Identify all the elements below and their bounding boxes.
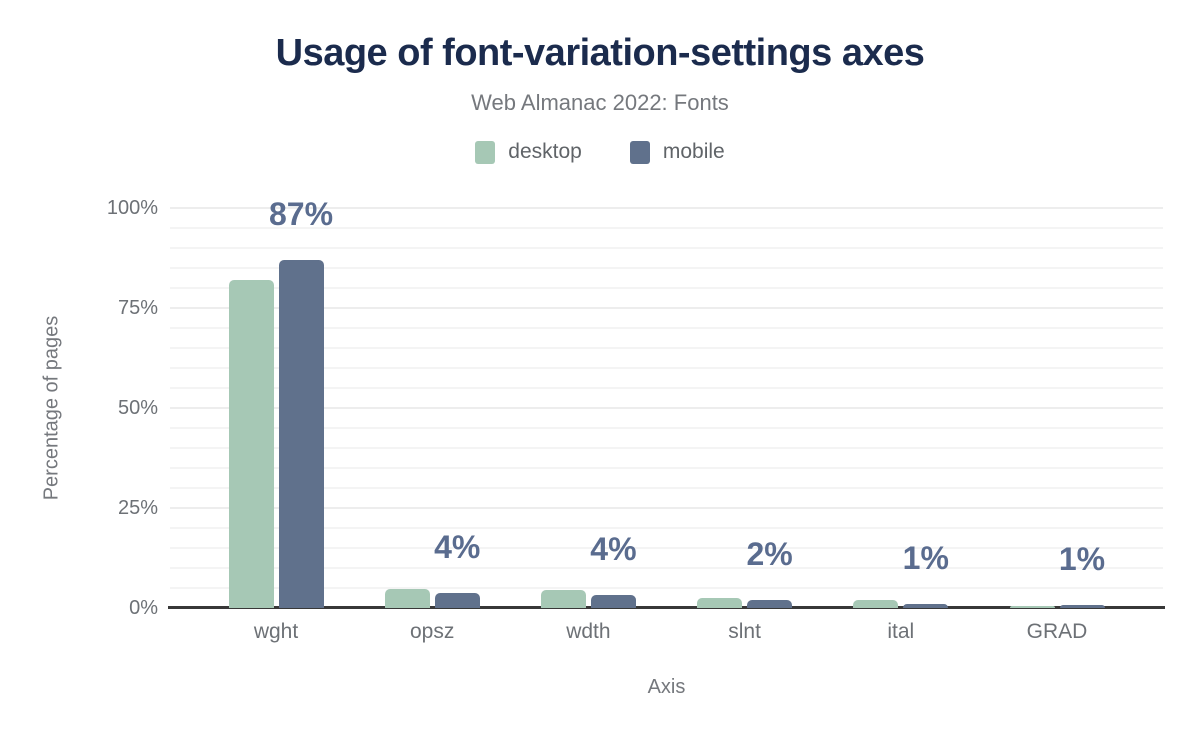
gridline-10 (170, 567, 1163, 569)
legend-item-mobile[interactable]: mobile (629, 140, 725, 164)
gridline-20 (170, 527, 1163, 529)
value-label-slnt: 2% (746, 536, 793, 572)
gridline-40 (170, 447, 1163, 449)
x-tick-label-wght: wght (253, 620, 299, 643)
bar-mobile-wght[interactable] (278, 260, 324, 608)
legend-swatch-mobile-icon (629, 140, 650, 164)
bar-desktop-wdth[interactable] (540, 590, 586, 608)
gridline-5 (170, 587, 1163, 589)
x-tick-label-opsz: opsz (410, 620, 455, 643)
bar-desktop-GRAD[interactable] (1009, 606, 1055, 608)
gridline-50 (170, 407, 1163, 409)
bar-mobile-slnt[interactable] (747, 600, 793, 608)
gridline-70 (170, 327, 1163, 329)
bar-desktop-wght[interactable] (228, 280, 274, 608)
y-tick-label: 100% (106, 197, 158, 219)
gridline-15 (170, 547, 1163, 549)
gridline-80 (170, 287, 1163, 289)
value-label-GRAD: 1% (1058, 540, 1106, 577)
gridline-45 (170, 427, 1163, 429)
bar-desktop-opsz[interactable] (384, 588, 430, 608)
legend-swatch-desktop-icon (475, 140, 496, 164)
value-label-wdth: 4% (590, 531, 637, 568)
bar-mobile-ital[interactable] (903, 604, 949, 608)
x-tick-label-GRAD: GRAD (1026, 620, 1088, 643)
x-tick-label-ital: ital (887, 620, 915, 643)
gridline-55 (170, 387, 1163, 389)
gridline-25 (170, 507, 1163, 509)
bar-mobile-opsz[interactable] (434, 593, 480, 608)
gridline-75 (170, 307, 1163, 309)
x-axis-title: Axis (647, 676, 686, 698)
x-tick-label-slnt: slnt (728, 620, 761, 643)
y-tick-label: 25% (117, 497, 158, 519)
gridline-95 (170, 227, 1163, 229)
value-label-ital: 1% (902, 540, 949, 576)
gridline-35 (170, 467, 1163, 469)
legend-label-mobile: mobile (662, 140, 725, 163)
gridline-30 (170, 487, 1163, 489)
chart-subtitle: Web Almanac 2022: Fonts (471, 90, 729, 115)
gridline-85 (170, 267, 1163, 269)
value-label-wght: 87% (268, 196, 334, 232)
value-label-opsz: 4% (434, 529, 481, 566)
legend-item-desktop[interactable]: desktop (475, 140, 582, 164)
gridline-100 (170, 207, 1163, 209)
legend: desktop mobile (0, 140, 1200, 164)
gridline-90 (170, 247, 1163, 249)
bar-desktop-slnt[interactable] (697, 598, 743, 608)
x-axis-line (168, 606, 1165, 609)
bar-desktop-ital[interactable] (853, 600, 899, 608)
y-tick-label: 75% (117, 297, 158, 319)
bar-mobile-wdth[interactable] (590, 595, 636, 608)
gridline-60 (170, 367, 1163, 369)
y-tick-label: 0% (129, 597, 158, 619)
y-tick-label: 50% (117, 397, 158, 419)
bar-mobile-GRAD[interactable] (1059, 604, 1105, 608)
chart-title: Usage of font-variation-settings axes (275, 32, 925, 74)
legend-label-desktop: desktop (508, 140, 582, 163)
x-tick-label-wdth: wdth (566, 620, 611, 643)
gridline-65 (170, 347, 1163, 349)
